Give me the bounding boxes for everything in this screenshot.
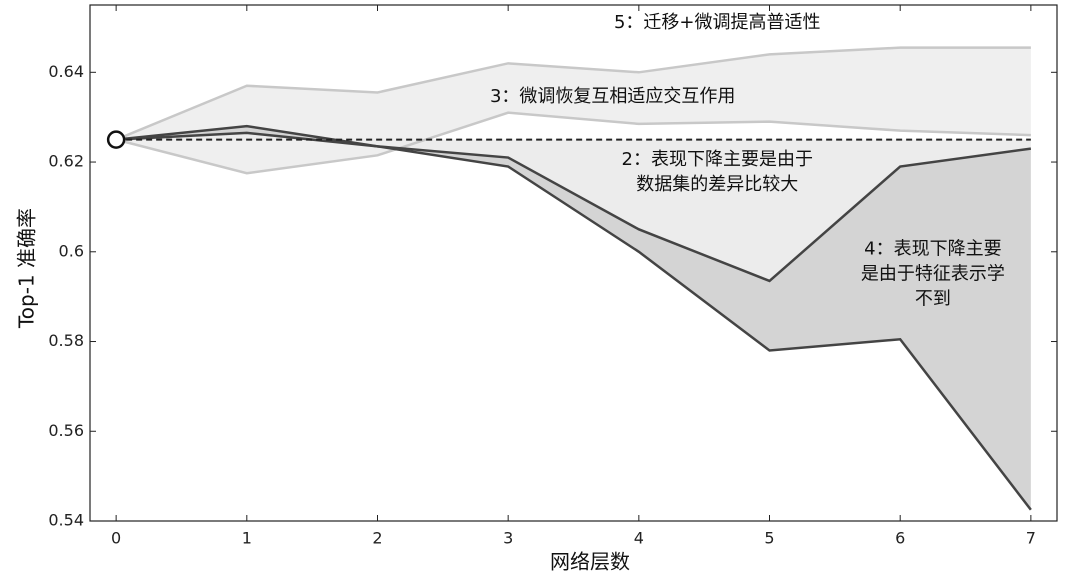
x-tick-label: 4 bbox=[634, 529, 644, 548]
y-tick-label: 0.64 bbox=[48, 62, 84, 81]
series-line bbox=[116, 131, 1032, 511]
annotation: 不到 bbox=[915, 289, 951, 310]
x-tick-label: 3 bbox=[503, 529, 513, 548]
y-tick-label: 0.58 bbox=[48, 331, 84, 350]
y-tick-label: 0.54 bbox=[48, 511, 84, 530]
x-tick-label: 1 bbox=[242, 529, 252, 548]
series-line bbox=[116, 124, 1032, 283]
series-line bbox=[115, 46, 1031, 141]
band-fill bbox=[116, 126, 1031, 281]
y-tick-label: 0.56 bbox=[48, 421, 84, 440]
band-fill bbox=[116, 126, 1031, 510]
marker bbox=[106, 130, 126, 149]
x-tick-label: 7 bbox=[1026, 529, 1036, 548]
x-tick-label: 0 bbox=[111, 529, 121, 548]
series-line bbox=[115, 111, 1031, 175]
y-tick-label: 0.62 bbox=[48, 152, 84, 171]
y-axis-label: Top-1 准确率 bbox=[15, 208, 39, 329]
y-tick-label: 0.6 bbox=[59, 241, 84, 260]
x-axis-label: 网络层数 bbox=[550, 550, 630, 574]
x-tick-label: 5 bbox=[764, 529, 774, 548]
plot-frame bbox=[89, 4, 1058, 522]
annotation: 是由于特征表示学 bbox=[861, 264, 1005, 285]
annotation: 数据集的差异比较大 bbox=[636, 174, 798, 195]
x-tick-label: 2 bbox=[372, 529, 382, 548]
annotation: 5：迁移+微调提高普适性 bbox=[614, 12, 821, 33]
x-tick-label: 6 bbox=[895, 529, 905, 548]
annotation: 4：表现下降主要 bbox=[864, 239, 1001, 260]
annotation: 3：微调恢复互相适应交互作用 bbox=[490, 86, 735, 107]
annotation: 2：表现下降主要是由于 bbox=[622, 149, 813, 170]
